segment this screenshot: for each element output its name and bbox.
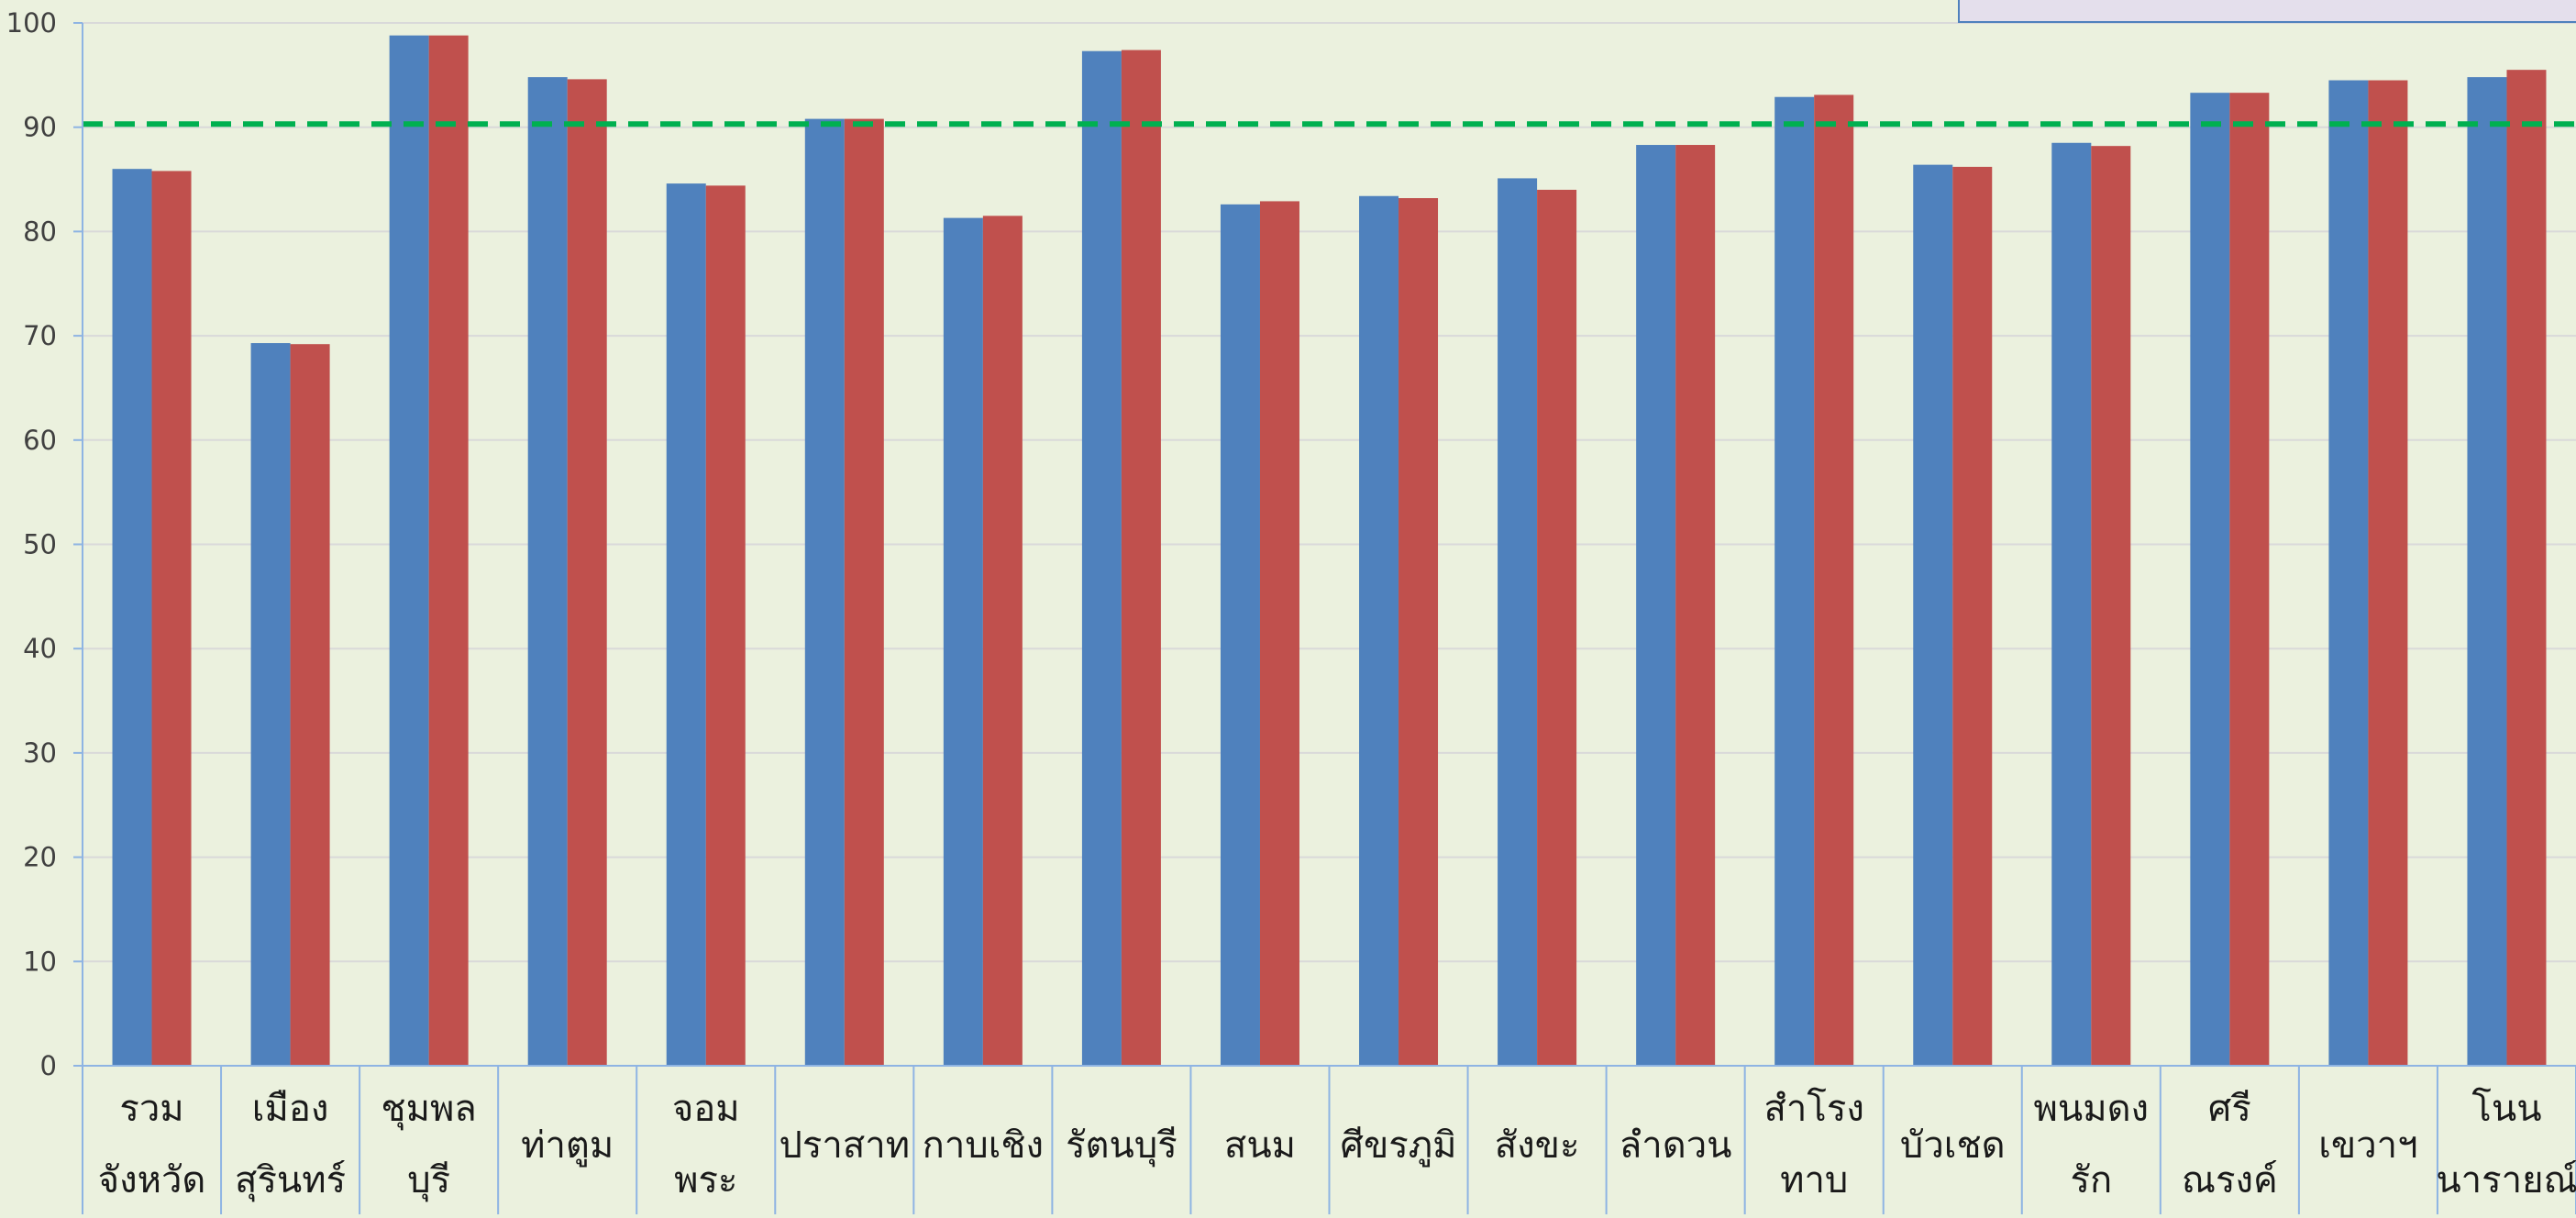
- bar: [1121, 50, 1161, 1066]
- bar: [982, 216, 1023, 1067]
- category-label-line: บุรี: [407, 1159, 450, 1202]
- bar: [151, 171, 192, 1067]
- category-label-line: ศรี: [2208, 1088, 2251, 1130]
- y-tick-label: 50: [23, 529, 57, 560]
- category-label: ท่าตูม: [521, 1124, 614, 1167]
- y-tick-label: 80: [23, 216, 57, 247]
- y-tick-label: 70: [23, 320, 57, 351]
- y-tick-labels: 0 10 20 30 40 50 60 70 80 90 100: [6, 7, 57, 1081]
- y-tick-label: 30: [23, 737, 57, 769]
- category-label-line: สนม: [1224, 1124, 1296, 1167]
- category-label-line: พนมดง: [2034, 1088, 2150, 1130]
- category-label-line: รัก: [2070, 1159, 2112, 1201]
- category-label-line: ศีขรภูมิ: [1341, 1124, 1457, 1167]
- category-label: ปราสาท: [779, 1124, 911, 1167]
- bar: [1675, 145, 1716, 1067]
- category-label: เขวาฯ: [2318, 1124, 2417, 1167]
- bars: [112, 35, 2547, 1067]
- bar: [527, 77, 568, 1066]
- category-label-line: ชุมพล: [381, 1088, 476, 1131]
- axes: [73, 22, 2576, 1214]
- category-label: เมืองสุรินทร์: [235, 1088, 346, 1202]
- legend-box: [1958, 0, 2576, 23]
- category-label-line: จังหวัด: [98, 1159, 206, 1201]
- category-label-line: นารายณ์: [2436, 1159, 2576, 1201]
- bar: [1636, 145, 1676, 1067]
- category-label: สนม: [1224, 1124, 1296, 1167]
- bar: [389, 35, 429, 1066]
- bar: [1537, 189, 1577, 1067]
- bar: [250, 343, 291, 1067]
- bar: [1259, 201, 1299, 1066]
- bar: [1952, 166, 1993, 1066]
- category-label-line: กาบเชิง: [923, 1124, 1044, 1167]
- category-label-line: ณรงค์: [2182, 1159, 2278, 1201]
- category-label: ลำดวน: [1620, 1124, 1732, 1167]
- bar: [1498, 178, 1538, 1067]
- category-label-line: สำโรง: [1764, 1088, 1864, 1130]
- category-label-line: โนน: [2471, 1088, 2541, 1130]
- bar: [1081, 50, 1122, 1067]
- bar: [1814, 94, 1854, 1066]
- y-tick-label: 0: [40, 1050, 57, 1081]
- category-label-line: เขวาฯ: [2318, 1124, 2417, 1167]
- category-label-line: สุรินทร์: [235, 1159, 346, 1202]
- bar: [844, 118, 884, 1066]
- bar: [567, 79, 607, 1067]
- category-label-line: ทาบ: [1780, 1159, 1848, 1201]
- bar: [2328, 80, 2369, 1066]
- bar: [112, 169, 152, 1066]
- bar: [804, 118, 845, 1066]
- bar: [2091, 146, 2131, 1066]
- bar: [290, 344, 330, 1066]
- bar: [2467, 77, 2507, 1066]
- category-label-line: รัตนบุรี: [1066, 1124, 1177, 1168]
- y-tick-label: 20: [23, 842, 57, 873]
- bar: [1359, 195, 1399, 1066]
- category-label-line: จอม: [672, 1088, 740, 1130]
- category-label-line: บัวเชด: [1900, 1124, 2006, 1167]
- y-tick-label: 60: [23, 425, 57, 456]
- category-label: สังขะ: [1495, 1124, 1580, 1167]
- bar: [1774, 96, 1815, 1066]
- category-label-line: รวม: [119, 1088, 183, 1130]
- bar: [2368, 80, 2408, 1066]
- y-tick-label: 90: [23, 112, 57, 143]
- category-label: ศรีณรงค์: [2182, 1088, 2278, 1201]
- bar: [2190, 93, 2230, 1067]
- category-label-line: สังขะ: [1495, 1124, 1580, 1167]
- bar: [705, 185, 746, 1066]
- y-tick-label: 40: [23, 633, 57, 664]
- bar: [428, 35, 469, 1066]
- category-label-line: ท่าตูม: [521, 1124, 614, 1167]
- category-label: ศีขรภูมิ: [1341, 1124, 1457, 1167]
- category-label-line: พระ: [674, 1159, 737, 1201]
- category-label: รัตนบุรี: [1066, 1124, 1177, 1168]
- bar: [1913, 164, 1953, 1066]
- bar: [2229, 93, 2270, 1067]
- y-tick-label: 10: [23, 946, 57, 977]
- bar: [943, 217, 983, 1066]
- bar: [2506, 70, 2547, 1066]
- category-label: บัวเชด: [1900, 1124, 2006, 1167]
- category-label-line: ลำดวน: [1620, 1124, 1732, 1167]
- category-label-line: เมือง: [252, 1088, 329, 1130]
- y-tick-label: 100: [6, 7, 57, 39]
- category-label-line: ปราสาท: [779, 1124, 911, 1167]
- category-label: กาบเชิง: [923, 1124, 1044, 1167]
- bar: [666, 183, 706, 1066]
- bar: [1399, 198, 1439, 1067]
- bar: [2051, 142, 2092, 1066]
- bar: [1220, 204, 1260, 1066]
